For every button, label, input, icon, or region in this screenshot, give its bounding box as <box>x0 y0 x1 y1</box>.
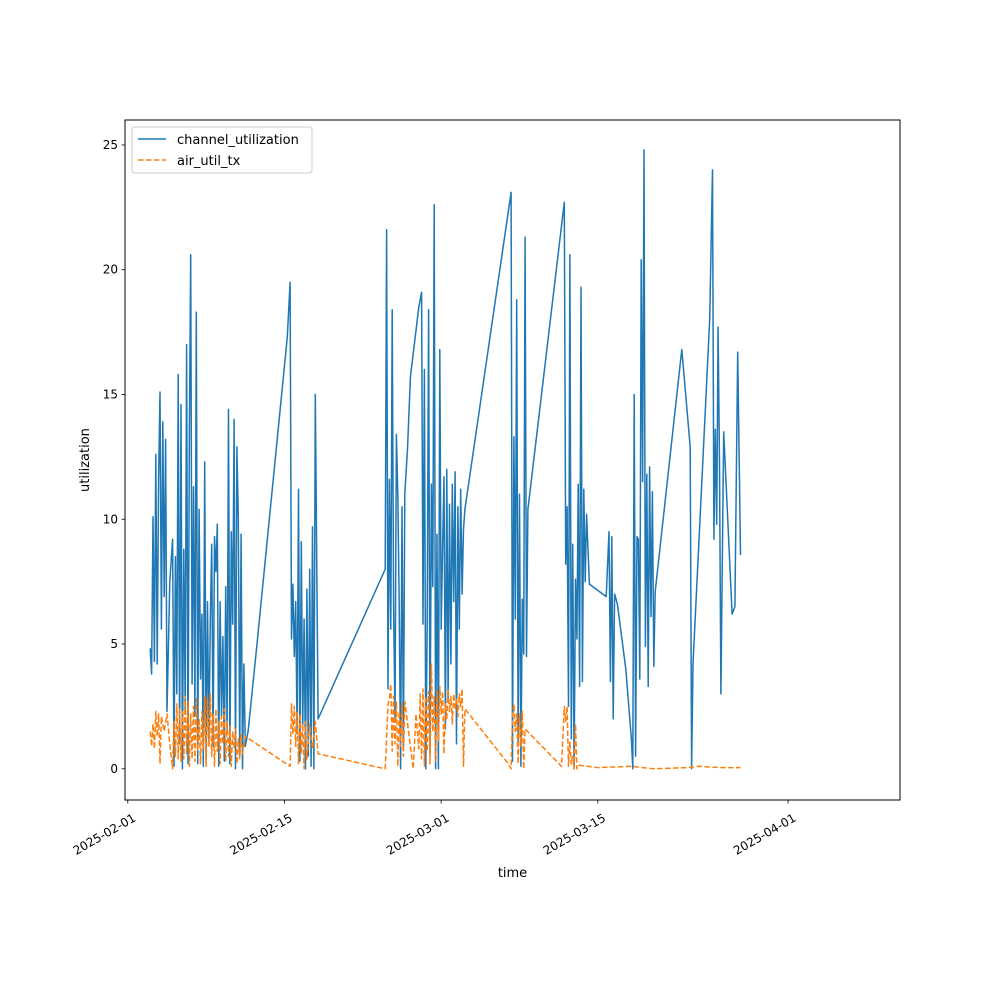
x-axis-label: time <box>498 866 527 881</box>
legend-box <box>131 126 313 174</box>
series-line-air-util-tx <box>149 663 741 770</box>
y-tick-label: 5 <box>110 637 118 651</box>
y-tick-label: 15 <box>103 387 118 401</box>
legend-entry-channel-utilization: channel_utilization <box>177 133 299 148</box>
plot-area <box>124 119 901 801</box>
legend-entry-air-util-tx: air_util_tx <box>177 154 241 169</box>
series-layer <box>149 149 742 770</box>
y-axis: 0 5 10 15 20 25 <box>103 138 125 776</box>
y-tick-label: 20 <box>103 263 118 277</box>
y-axis-label: utilization <box>78 428 93 492</box>
legend: channel_utilization air_util_tx <box>131 126 313 174</box>
y-tick-label: 10 <box>103 512 118 526</box>
series-line-channel-utilization <box>149 149 742 770</box>
y-tick-label: 25 <box>103 138 118 152</box>
y-tick-label: 0 <box>110 762 118 776</box>
axes-frame <box>124 119 901 801</box>
